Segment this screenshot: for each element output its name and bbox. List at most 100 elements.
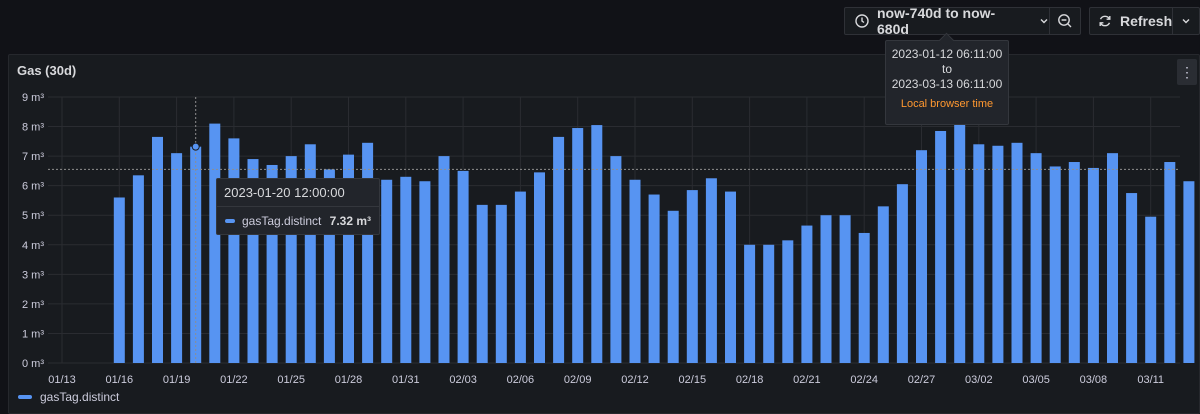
tooltip-value: 7.32 m³ [329, 214, 371, 228]
bar [763, 244, 775, 363]
bar [247, 159, 259, 363]
y-tick-label: 3 m³ [22, 269, 44, 281]
y-tick-label: 8 m³ [22, 122, 44, 134]
bar [973, 144, 985, 363]
bar [820, 215, 832, 363]
refresh-icon [1098, 14, 1112, 28]
y-tick-label: 9 m³ [22, 92, 44, 104]
bar [457, 170, 469, 363]
bar [1011, 142, 1023, 363]
x-axis: 01/13 01/16 01/19 01/22 01/25 01/28 01/31 02/03… [48, 374, 1164, 386]
y-tick-label: 0 m³ [22, 358, 44, 370]
time-range-popover: 2023-01-12 06:11:00 to 2023-03-13 06:11:… [885, 32, 1009, 125]
refresh-interval-dropdown[interactable] [1172, 7, 1200, 35]
tooltip-series-name: gasTag.distinct [242, 214, 322, 228]
range-to: 2023-03-13 06:11:00 [891, 77, 1003, 91]
bar [839, 215, 851, 363]
bar [553, 136, 565, 363]
bar [209, 123, 221, 363]
bar [534, 172, 545, 363]
bar [381, 179, 393, 363]
zoom-out-button[interactable] [1049, 7, 1081, 35]
chevron-down-icon [1039, 16, 1049, 26]
bar [266, 164, 278, 363]
x-tick-label: 02/03 [449, 374, 477, 386]
hover-crosshair [48, 97, 1180, 363]
bar [705, 178, 717, 363]
y-tick-label: 7 m³ [22, 151, 44, 163]
zoom-out-icon [1057, 13, 1073, 29]
chart-legend[interactable]: gasTag.distinct [18, 390, 119, 404]
x-tick-label: 01/31 [392, 374, 420, 386]
bar [801, 225, 813, 363]
bar [1030, 153, 1042, 363]
y-tick-label: 4 m³ [22, 240, 44, 252]
bar [629, 179, 641, 363]
bar [1068, 162, 1080, 363]
bar [476, 204, 488, 363]
bar [171, 153, 183, 363]
x-tick-label: 01/25 [277, 374, 305, 386]
time-range-picker-button[interactable]: now-740d to now-680d [844, 5, 1050, 37]
x-tick-label: 02/27 [908, 374, 936, 386]
x-tick-label: 03/05 [1022, 374, 1050, 386]
tooltip-time: 2023-01-20 12:00:00 [224, 185, 345, 200]
time-range-label: now-740d to now-680d [877, 5, 996, 37]
chevron-down-icon [1181, 16, 1191, 26]
bar [591, 125, 603, 363]
panel-title: Gas (30d) [17, 63, 77, 78]
bar [1049, 166, 1061, 363]
bar [343, 154, 354, 363]
bar [725, 191, 736, 363]
panel-menu-button[interactable]: ⋮ [1177, 59, 1197, 85]
bar [285, 156, 297, 363]
x-tick-label: 01/16 [106, 374, 134, 386]
bar [228, 138, 240, 363]
refresh-button[interactable]: Refresh [1089, 7, 1173, 35]
bar [304, 144, 316, 363]
bar [744, 244, 756, 363]
bar [782, 240, 794, 363]
refresh-label: Refresh [1120, 13, 1173, 29]
tooltip-divider [217, 206, 379, 207]
bar [877, 206, 889, 363]
x-tick-label: 02/21 [793, 374, 821, 386]
bar [323, 169, 335, 363]
x-tick-label: 03/08 [1080, 374, 1108, 386]
bar [400, 176, 412, 363]
range-from: 2023-01-12 06:11:00 [891, 47, 1003, 61]
y-tick-label: 2 m³ [22, 299, 44, 311]
bar [438, 156, 450, 363]
bar [1087, 167, 1099, 363]
bar [610, 156, 622, 363]
bar [572, 128, 584, 363]
x-tick-label: 01/13 [48, 374, 76, 386]
bar [514, 191, 526, 363]
x-tick-label: 01/19 [163, 374, 191, 386]
range-to-word: to [941, 62, 952, 76]
legend-swatch [18, 395, 32, 399]
bar [916, 150, 927, 363]
bar [954, 123, 966, 363]
bar [495, 204, 507, 363]
y-tick-label: 1 m³ [22, 328, 44, 340]
chart-tooltip: 2023-01-20 12:00:00 gasTag.distinct 7.32… [216, 178, 380, 235]
bar [362, 142, 374, 363]
bar [1145, 216, 1157, 363]
bar [1107, 153, 1118, 363]
x-tick-label: 02/09 [564, 374, 592, 386]
clock-icon [855, 14, 869, 28]
bar [648, 194, 660, 363]
bar [896, 184, 908, 363]
bar [419, 181, 431, 363]
x-tick-label: 02/06 [507, 374, 535, 386]
x-tick-label: 02/15 [679, 374, 707, 386]
x-tick-label: 03/02 [965, 374, 993, 386]
y-axis: 0 m³ 1 m³ 2 m³ 3 m³ 4 m³ 5 m³ 6 m³ 7 m³ 8 m³ 9 m³ [22, 92, 44, 370]
y-tick-label: 5 m³ [22, 210, 44, 222]
bar [1126, 193, 1138, 363]
timezone-label: Local browser time [900, 98, 994, 110]
x-tick-label: 02/12 [621, 374, 649, 386]
y-tick-label: 6 m³ [22, 181, 44, 193]
